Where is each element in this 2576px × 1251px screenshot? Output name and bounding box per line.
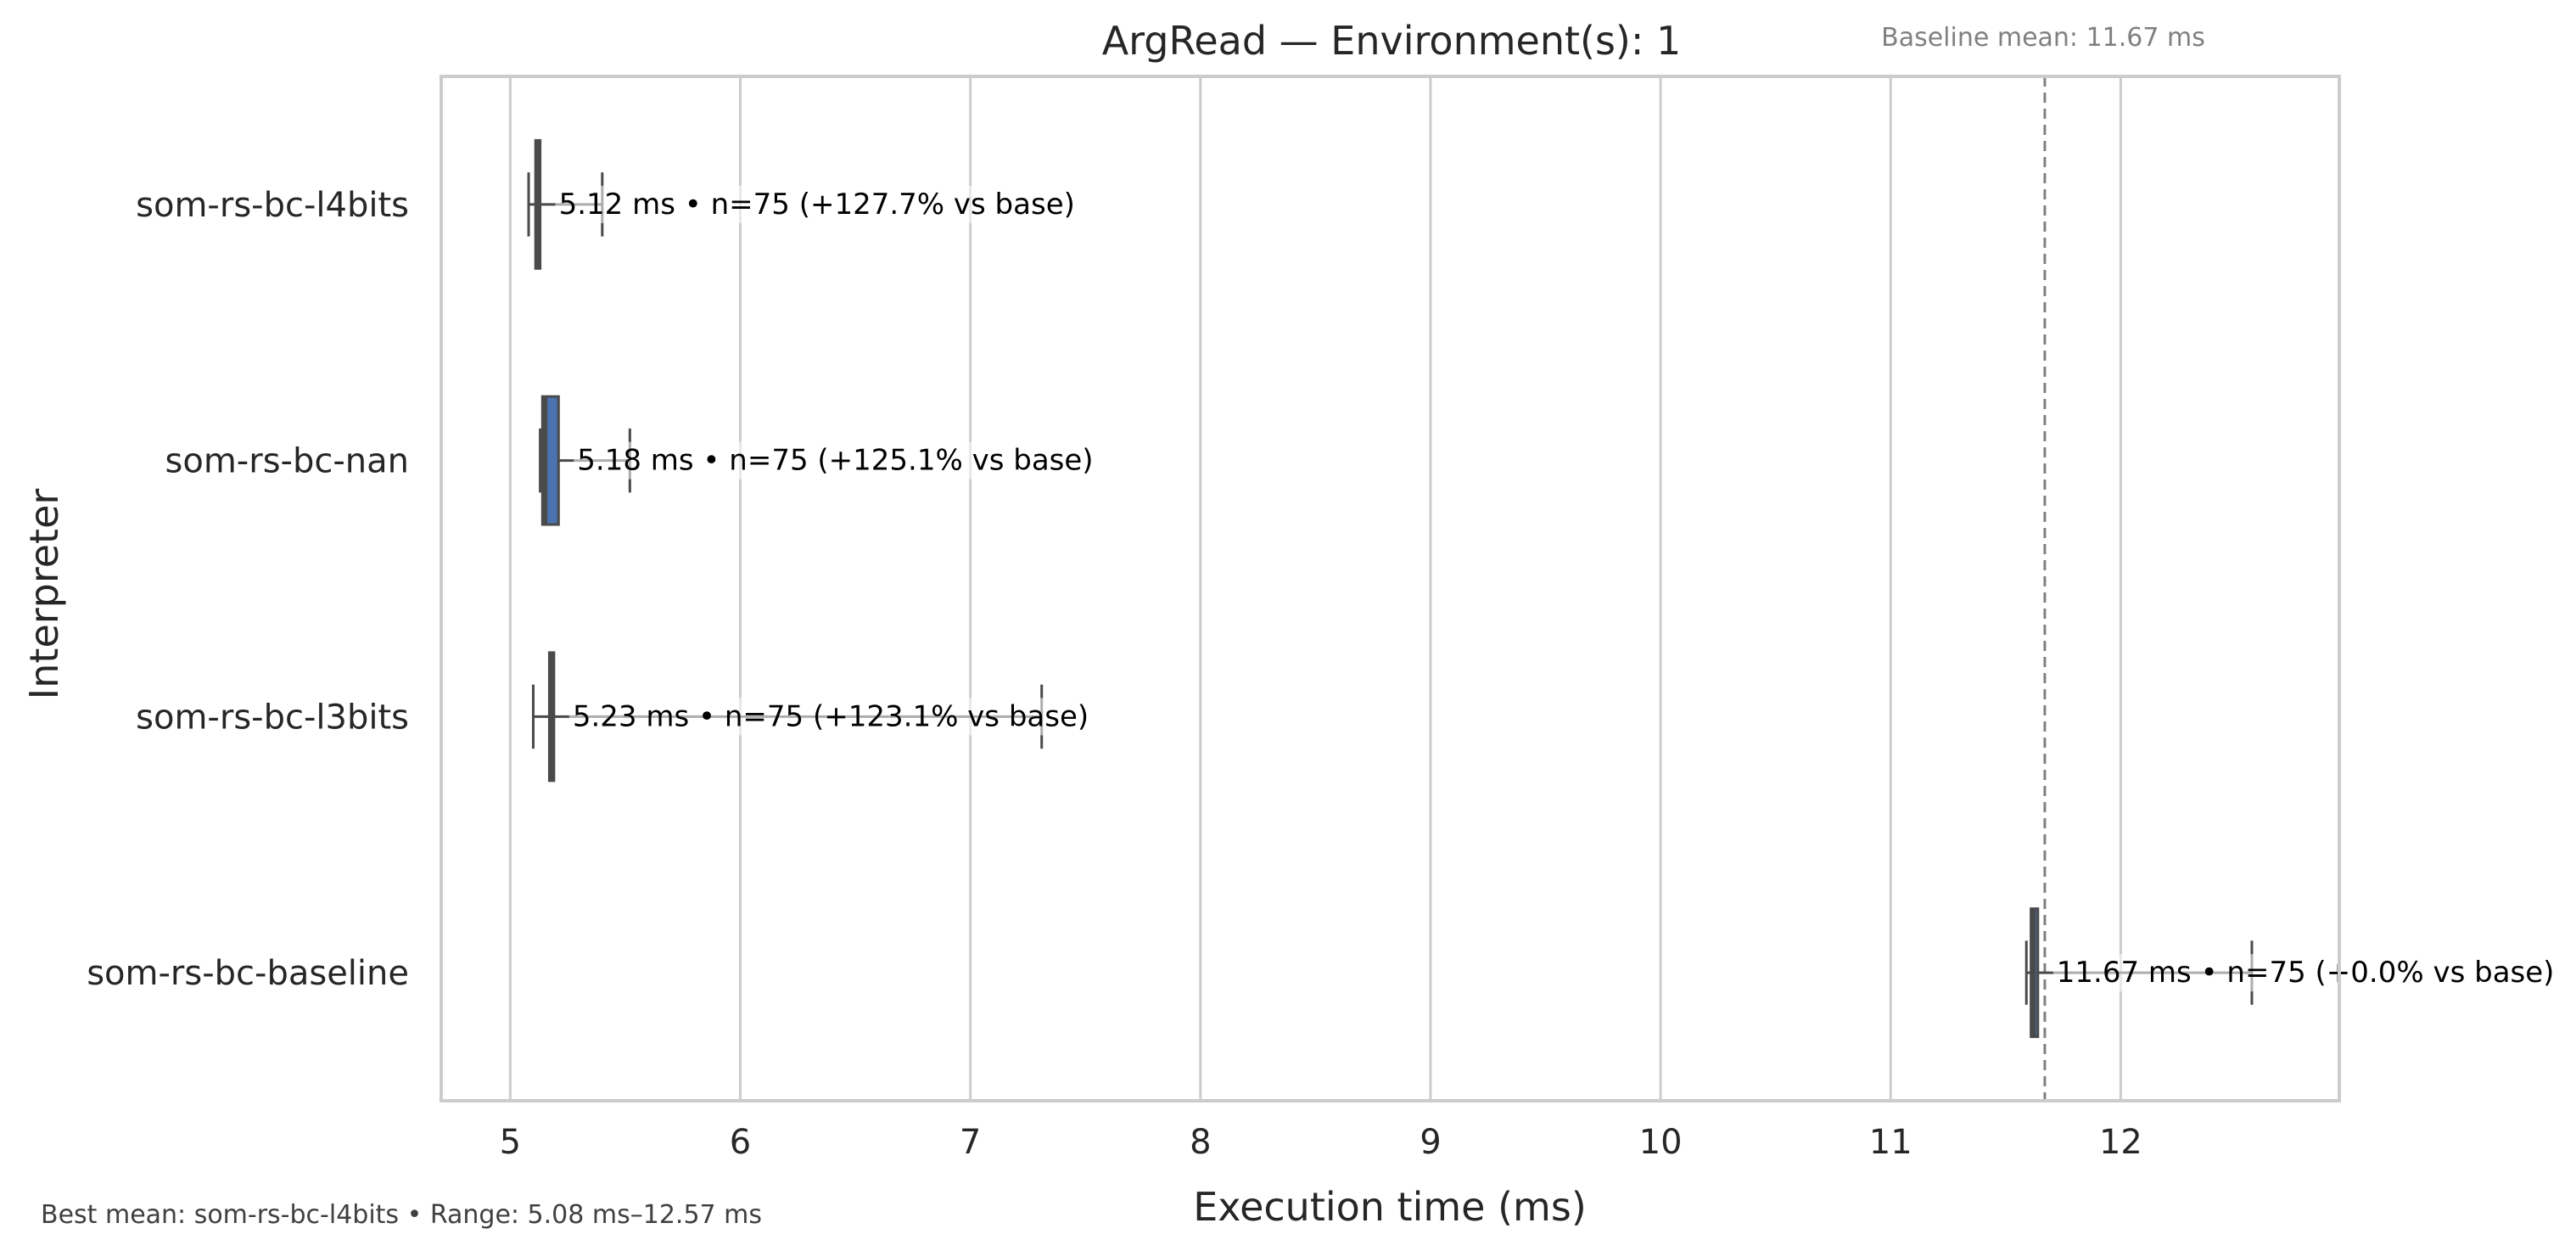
- box-layer: [527, 138, 2254, 1039]
- category-label: som-rs-bc-baseline: [87, 954, 409, 993]
- data-label: 5.23 ms • n=75 (+123.1% vs base): [573, 699, 1089, 733]
- data-label: 11.67 ms • n=75 (+0.0% vs base): [2057, 956, 2555, 990]
- data-label-background: [2052, 954, 2558, 992]
- y-axis-label: Interpreter: [21, 489, 67, 700]
- x-tick-label: 12: [2099, 1123, 2142, 1162]
- annotation-layer: 5.12 ms • n=75 (+127.7% vs base) 5.18 ms …: [555, 185, 2558, 992]
- data-label-background: [555, 185, 1078, 223]
- grid-layer: [508, 76, 2122, 1101]
- plot-frame: [440, 75, 2341, 1102]
- x-tick-label: 11: [1869, 1123, 1912, 1162]
- data-label: 5.18 ms • n=75 (+125.1% vs base): [577, 444, 1093, 478]
- x-tick-label: 5: [500, 1123, 521, 1162]
- chart-title: ArgRead — Environment(s): 1: [1102, 18, 1682, 64]
- x-tick-label: 9: [1420, 1123, 1441, 1162]
- category-label: som-rs-bc-l3bits: [136, 698, 409, 737]
- tick-label-layer: 5 6 7 8 9 10 11 12: [500, 1123, 2142, 1162]
- category-label-layer: som-rs-bc-l4bits som-rs-bc-nan som-rs-bc-l…: [87, 186, 409, 993]
- x-tick-label: 10: [1639, 1123, 1683, 1162]
- x-tick-label: 8: [1190, 1123, 1211, 1162]
- category-label: som-rs-bc-l4bits: [136, 186, 409, 225]
- baseline-caption: Baseline mean: 11.67 ms: [1881, 23, 2205, 53]
- category-label: som-rs-bc-nan: [165, 442, 409, 481]
- x-tick-label: 7: [960, 1123, 981, 1162]
- data-label: 5.12 ms • n=75 (+127.7% vs base): [559, 188, 1075, 222]
- data-label-background: [574, 441, 1097, 480]
- footer-summary: Best mean: som-rs-bc-l4bits • Range: 5.0…: [41, 1200, 762, 1230]
- x-tick-label: 6: [730, 1123, 751, 1162]
- data-label-background: [568, 698, 1093, 736]
- x-axis-label: Execution time (ms): [1193, 1184, 1587, 1230]
